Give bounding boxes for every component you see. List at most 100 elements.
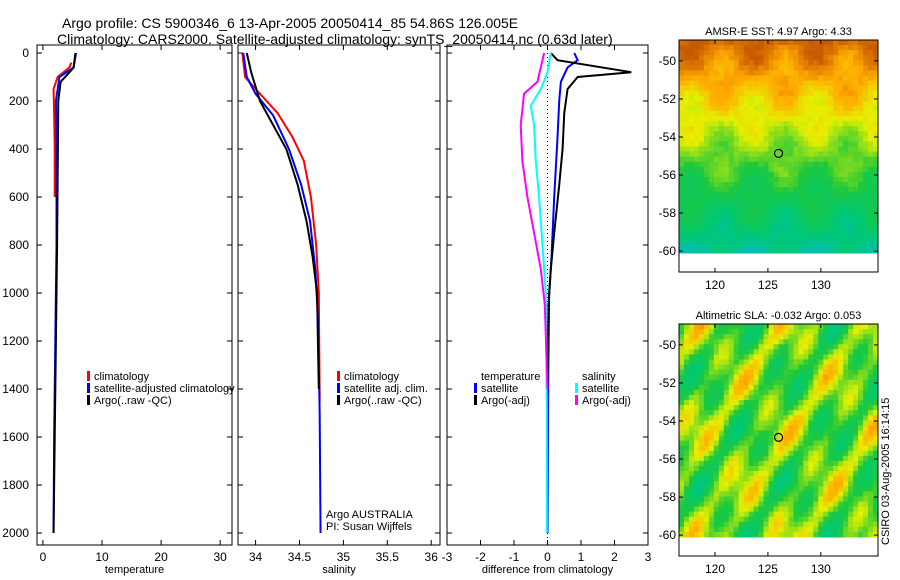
map-cell xyxy=(753,425,760,431)
map-cell xyxy=(858,334,864,340)
map-cell xyxy=(803,435,809,442)
map-cell xyxy=(718,247,725,254)
map-cell xyxy=(738,171,745,178)
map-cell xyxy=(723,324,730,330)
map-cell xyxy=(848,217,854,224)
map-cell xyxy=(788,369,794,376)
map-cell xyxy=(688,237,695,244)
map-cell xyxy=(778,161,784,168)
map-cell xyxy=(683,329,690,335)
map-cell xyxy=(813,455,819,462)
map-cell xyxy=(713,415,720,421)
map-cell xyxy=(853,80,859,87)
map-cell xyxy=(738,501,745,508)
map-cell xyxy=(723,90,730,97)
map-cell xyxy=(848,40,854,46)
map-cell xyxy=(693,425,700,431)
map-cell xyxy=(813,95,819,102)
map-cell xyxy=(863,400,869,406)
map-cell xyxy=(743,359,750,366)
map-cell xyxy=(868,222,874,229)
map-cell xyxy=(798,359,804,366)
map-cell xyxy=(723,247,730,254)
map-cell xyxy=(753,227,760,234)
map-cell xyxy=(743,217,750,224)
map-cell xyxy=(838,506,844,513)
map-cell xyxy=(683,394,690,401)
map-cell xyxy=(683,400,690,406)
map-cell xyxy=(723,400,730,406)
x-tick-label: 120 xyxy=(705,562,725,576)
map-cell xyxy=(753,501,760,508)
map-cell xyxy=(688,55,695,61)
map-cell xyxy=(743,85,750,92)
map-cell xyxy=(698,430,705,437)
map-cell xyxy=(723,40,730,46)
map-cell xyxy=(773,161,779,168)
map-cell xyxy=(858,460,864,467)
map-cell xyxy=(873,207,879,213)
map-cell xyxy=(818,329,824,335)
map-cell xyxy=(818,364,824,371)
map-cell xyxy=(838,445,844,452)
map-cell xyxy=(818,496,824,502)
map-cell xyxy=(788,80,794,87)
map-cell xyxy=(718,217,725,224)
map-cell xyxy=(733,349,740,355)
map-cell xyxy=(828,80,834,87)
map-cell xyxy=(868,70,874,76)
map-cell xyxy=(823,349,829,355)
map-cell xyxy=(693,242,700,249)
map-cell xyxy=(693,496,700,502)
map-cell xyxy=(783,75,789,82)
map-cell xyxy=(788,156,794,163)
map-cell xyxy=(708,506,715,513)
map-cell xyxy=(758,405,765,411)
map-cell xyxy=(853,440,859,447)
map-cell xyxy=(788,141,794,147)
map-cell xyxy=(783,232,789,239)
map-cell xyxy=(818,65,824,71)
map-cell xyxy=(758,521,765,528)
map-cell xyxy=(688,481,695,487)
map-cell xyxy=(858,465,864,472)
map-cell xyxy=(838,171,844,178)
map-cell xyxy=(748,50,755,56)
map-cell xyxy=(768,187,775,193)
map-cell xyxy=(788,237,794,244)
map-cell xyxy=(733,227,740,234)
map-cell xyxy=(763,227,770,234)
map-cell xyxy=(803,324,809,330)
map-cell xyxy=(843,80,849,87)
map-cell xyxy=(698,161,705,168)
map-cell xyxy=(818,75,824,82)
map-cell xyxy=(683,420,690,426)
map-cell xyxy=(803,455,809,462)
map-cell xyxy=(783,65,789,71)
map-cell xyxy=(783,45,789,51)
map-cell xyxy=(828,481,834,487)
map-cell xyxy=(768,156,775,163)
map-cell xyxy=(798,90,804,97)
map-cell xyxy=(723,131,730,137)
map-cell xyxy=(853,85,859,92)
map-cell xyxy=(818,202,824,208)
map-cell xyxy=(738,50,745,56)
map-cell xyxy=(783,126,789,132)
map-cell xyxy=(768,359,775,366)
map-cell xyxy=(718,100,725,107)
map-cell xyxy=(858,400,864,406)
map-cell xyxy=(848,75,854,82)
map-cell xyxy=(863,136,869,142)
map-cell xyxy=(808,131,814,137)
map-cell xyxy=(748,324,755,330)
map-cell xyxy=(703,126,710,132)
map-cell xyxy=(823,237,829,244)
map-cell xyxy=(788,374,794,381)
map-cell xyxy=(733,171,740,178)
map-cell xyxy=(708,481,715,487)
map-cell xyxy=(773,156,779,163)
map-cell xyxy=(738,222,745,229)
map-cell xyxy=(738,187,745,193)
map-cell xyxy=(793,369,799,376)
